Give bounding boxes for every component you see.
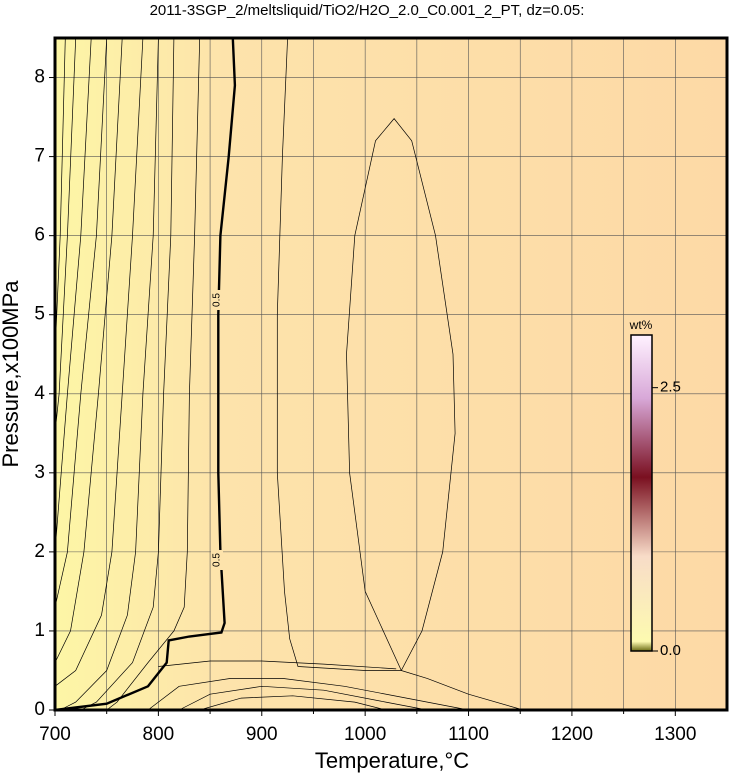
grid xyxy=(54,38,727,711)
y-tick-label: 6 xyxy=(34,225,45,246)
contour-label: 0.5 xyxy=(212,553,223,567)
x-tick-label: 700 xyxy=(39,724,71,745)
chart-title: 2011-3SGP_2/meltsliquid/TiO2/H2O_2.0_C0.… xyxy=(150,2,585,19)
y-tick-label: 2 xyxy=(34,541,45,562)
x-tick-label: 1100 xyxy=(448,724,489,745)
contour-line xyxy=(54,37,92,552)
x-tick-label: 1200 xyxy=(551,724,593,745)
contour-line xyxy=(346,118,456,671)
contour-line xyxy=(80,37,175,711)
contour-line xyxy=(54,37,237,712)
y-tick-label: 5 xyxy=(34,304,45,325)
x-tick-label: 900 xyxy=(246,724,278,745)
y-tick-label: 8 xyxy=(34,67,45,88)
contour-line xyxy=(54,37,108,608)
contour-label-bg xyxy=(211,550,223,570)
colorbar xyxy=(630,334,653,652)
contour-label-bg xyxy=(211,290,223,310)
x-tick-label: 1000 xyxy=(344,724,386,745)
plot-frame xyxy=(53,36,729,712)
contour-line xyxy=(106,37,201,711)
contour-line xyxy=(276,37,524,711)
colorbar-label: wt% xyxy=(629,318,653,332)
y-tick-label: 1 xyxy=(34,620,45,641)
contour-line xyxy=(54,37,77,434)
colorbar-tick-label: 0.0 xyxy=(660,642,681,659)
colorbar-tick-label: 2.5 xyxy=(660,379,681,396)
contour-line xyxy=(199,695,386,711)
x-tick-label: 800 xyxy=(143,724,175,745)
y-tick-label: 0 xyxy=(34,699,45,720)
plot-background xyxy=(55,38,727,710)
contour-line xyxy=(54,37,66,355)
contour-line xyxy=(178,685,428,711)
y-tick-label: 4 xyxy=(34,383,45,404)
contour-line xyxy=(54,37,123,663)
contour-line xyxy=(158,660,397,670)
contour-label: 0.5 xyxy=(212,293,223,307)
x-tick-label: 1300 xyxy=(654,724,696,745)
contours: 0.5 0.5 xyxy=(54,37,524,712)
ticks: 700 800 900 1000 1100 1200 1300 0 1 2 3 4 5 6 7 8 xyxy=(34,36,729,745)
y-axis-label: Pressure,x100MPa xyxy=(0,280,23,468)
contour-line xyxy=(60,37,159,711)
contour-line xyxy=(54,37,144,687)
contour-line xyxy=(147,678,469,711)
x-axis-label: Temperature,°C xyxy=(315,748,469,773)
y-tick-label: 3 xyxy=(34,462,45,483)
y-tick-label: 7 xyxy=(34,146,45,167)
